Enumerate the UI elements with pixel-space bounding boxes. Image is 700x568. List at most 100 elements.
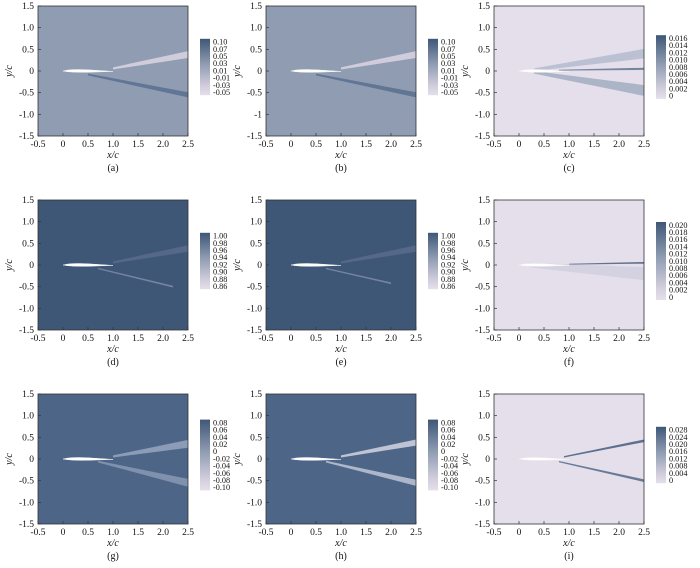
- colorbar-label: -0.04: [213, 462, 230, 471]
- y-tick-label: 1.5: [250, 390, 262, 400]
- y-tick-label: 0: [485, 455, 490, 465]
- plot-background: [38, 6, 188, 136]
- y-tick-label: -0.5: [247, 283, 262, 293]
- colorbar-label: 0.02: [441, 440, 455, 449]
- x-tick-label: 1.5: [132, 334, 144, 344]
- colorbar-label: 0.012: [669, 454, 687, 463]
- wake-region: [113, 51, 188, 70]
- x-tick-label: -0.5: [486, 140, 501, 150]
- x-tick-label: 0.5: [82, 140, 94, 150]
- x-tick-label: 0: [289, 140, 294, 150]
- colorbar-label: 0.03: [441, 59, 455, 68]
- wake-region: [316, 73, 416, 98]
- y-axis-label: y/c: [4, 453, 15, 466]
- colorbar: [200, 38, 210, 96]
- colorbar-label: 0.008: [669, 264, 687, 273]
- x-tick-label: 2.0: [613, 140, 625, 150]
- y-tick-label: -0.5: [19, 477, 34, 487]
- y-tick-label: 1.0: [250, 218, 262, 228]
- colorbar-label: 0.008: [669, 63, 687, 72]
- wake-region: [564, 439, 644, 458]
- x-tick-label: 1.5: [588, 528, 600, 538]
- colorbar-label: 0: [441, 447, 445, 456]
- y-tick-label: 0: [257, 67, 262, 77]
- x-tick-label: 0.5: [538, 528, 550, 538]
- x-tick-label: 1.5: [360, 528, 372, 538]
- x-tick-label: -0.5: [258, 334, 273, 344]
- panel-a: -0.5 0 0.5 1.0 1.5 2.0 2.5 1.5 1.0 0.5 0 -0.5 -1.0 -1…: [4, 2, 230, 174]
- colorbar-label: 0.004: [669, 278, 687, 287]
- y-tick-label: -1.5: [19, 326, 34, 336]
- colorbar-label: 0.86: [213, 282, 227, 291]
- colorbar: [656, 35, 666, 99]
- colorbar: [656, 426, 666, 484]
- y-tick-label: -0.5: [247, 89, 262, 99]
- colorbar-label: 0.98: [441, 239, 455, 248]
- x-tick-label: -0.5: [486, 334, 501, 344]
- y-tick-label: -0.5: [19, 89, 34, 99]
- wake-region: [326, 267, 391, 285]
- colorbar-label: 0.006: [669, 70, 687, 79]
- colorbar-label: 0: [669, 476, 673, 485]
- colorbar-label: -0.03: [213, 81, 230, 90]
- y-tick-label: -1.5: [247, 132, 262, 142]
- x-axis-label: x/c: [106, 344, 119, 355]
- x-tick-label: 0.5: [82, 334, 94, 344]
- colorbar-label: 0.04: [441, 433, 455, 442]
- y-tick-label: -1.0: [19, 304, 34, 314]
- y-tick-label: 0: [257, 261, 262, 271]
- colorbar: [200, 419, 210, 491]
- colorbar-label: 0.94: [213, 253, 227, 262]
- y-tick-label: -1.5: [247, 326, 262, 336]
- colorbar: [200, 232, 210, 290]
- x-tick-label: 0: [517, 334, 522, 344]
- x-tick-label: 1.0: [335, 140, 347, 150]
- colorbar-label: -0.05: [441, 88, 458, 97]
- colorbar-label: 1.00: [213, 232, 227, 241]
- panel-label: (f): [564, 357, 574, 368]
- x-axis-label: x/c: [334, 538, 347, 549]
- plot-background: [38, 394, 188, 524]
- airfoil: [518, 457, 570, 461]
- wake-region: [341, 245, 416, 264]
- wake-region: [559, 460, 644, 482]
- x-axis-label: x/c: [334, 344, 347, 355]
- y-tick-label: 1.0: [22, 24, 34, 34]
- colorbar-label: 0.88: [441, 275, 455, 284]
- y-tick-label: 1.5: [250, 2, 262, 12]
- y-axis-label: y/c: [460, 453, 471, 466]
- x-axis-label: x/c: [334, 150, 347, 161]
- colorbar-label: 0.01: [441, 66, 455, 75]
- x-tick-label: 2.5: [182, 140, 194, 150]
- y-axis-label: y/c: [460, 259, 471, 272]
- y-tick-label: 1.5: [478, 2, 490, 12]
- x-tick-label: 2.0: [157, 334, 169, 344]
- colorbar-label: 0.008: [669, 462, 687, 471]
- colorbar-label: 0.020: [669, 221, 687, 230]
- x-tick-label: 2.0: [157, 528, 169, 538]
- wake-region: [534, 48, 644, 71]
- colorbar: [656, 222, 666, 300]
- x-tick-label: 0.5: [82, 528, 94, 538]
- x-tick-label: 2.5: [638, 140, 650, 150]
- y-tick-label: -1: [254, 110, 262, 120]
- x-tick-label: 2.0: [385, 140, 397, 150]
- y-tick-label: -1.0: [475, 304, 490, 314]
- y-axis-label: y/c: [232, 453, 243, 466]
- x-tick-label: -0.5: [30, 334, 45, 344]
- panel-h: -0.5 0 0.5 1.0 1.5 2.0 2.5 1.5 1.0 0.5 0 -0.5 -1.0 -1…: [232, 390, 458, 562]
- colorbar-label: -0.02: [213, 454, 230, 463]
- y-tick-label: 0.5: [250, 45, 262, 55]
- panel-label: (e): [335, 357, 346, 368]
- y-tick-label: -1.0: [475, 498, 490, 508]
- colorbar-label: 0.01: [213, 66, 227, 75]
- y-tick-label: -0.5: [19, 283, 34, 293]
- colorbar-label: 0.004: [669, 77, 687, 86]
- panel-label: (b): [335, 163, 347, 174]
- x-tick-label: 2.0: [613, 528, 625, 538]
- y-tick-label: 0: [29, 261, 34, 271]
- y-tick-label: -0.5: [247, 477, 262, 487]
- plot-background: [266, 394, 416, 524]
- wake-region: [88, 73, 188, 98]
